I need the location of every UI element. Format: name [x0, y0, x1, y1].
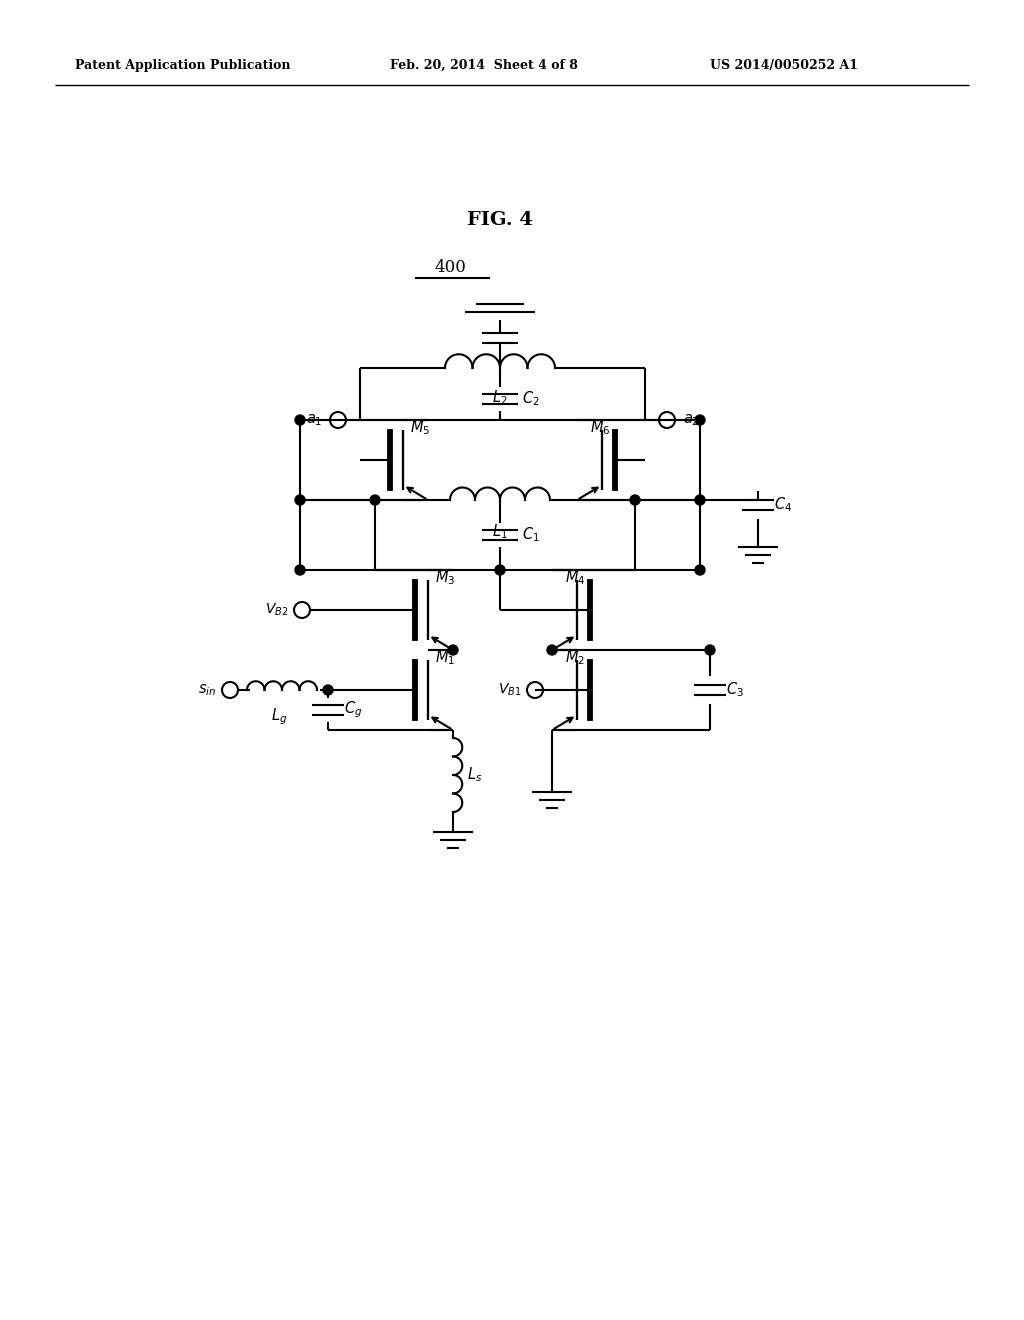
Text: Feb. 20, 2014  Sheet 4 of 8: Feb. 20, 2014 Sheet 4 of 8 [390, 58, 578, 71]
Text: $L_g$: $L_g$ [271, 706, 287, 726]
Text: $s_{in}$: $s_{in}$ [198, 682, 216, 698]
Circle shape [705, 645, 715, 655]
Text: $M_1$: $M_1$ [435, 648, 455, 667]
Circle shape [495, 565, 505, 576]
Text: $L_1$: $L_1$ [493, 521, 508, 541]
Circle shape [449, 645, 458, 655]
Text: 400: 400 [434, 260, 466, 276]
Text: $M_4$: $M_4$ [565, 569, 586, 587]
Text: $a_1$: $a_1$ [305, 412, 322, 428]
Text: $V_{B2}$: $V_{B2}$ [264, 602, 288, 618]
Circle shape [295, 495, 305, 506]
Text: $C_3$: $C_3$ [726, 681, 743, 700]
Text: $C_g$: $C_g$ [344, 700, 362, 721]
Circle shape [695, 565, 705, 576]
Text: $M_5$: $M_5$ [410, 418, 430, 437]
Circle shape [630, 495, 640, 506]
Text: FIG. 4: FIG. 4 [467, 211, 532, 228]
Text: $C_2$: $C_2$ [522, 389, 540, 408]
Text: $L_2$: $L_2$ [493, 388, 508, 407]
Text: $M_6$: $M_6$ [590, 418, 610, 437]
Text: $V_{B1}$: $V_{B1}$ [498, 682, 521, 698]
Text: $M_2$: $M_2$ [565, 648, 585, 667]
Circle shape [323, 685, 333, 696]
Circle shape [370, 495, 380, 506]
Text: $a_2$: $a_2$ [683, 412, 699, 428]
Text: $M_3$: $M_3$ [435, 569, 456, 587]
Circle shape [295, 414, 305, 425]
Text: $L_s$: $L_s$ [467, 766, 482, 784]
Circle shape [695, 495, 705, 506]
Text: Patent Application Publication: Patent Application Publication [75, 58, 291, 71]
Text: US 2014/0050252 A1: US 2014/0050252 A1 [710, 58, 858, 71]
Circle shape [547, 645, 557, 655]
Circle shape [295, 565, 305, 576]
Text: $C_1$: $C_1$ [522, 525, 540, 544]
Circle shape [695, 414, 705, 425]
Text: $C_4$: $C_4$ [774, 495, 793, 515]
